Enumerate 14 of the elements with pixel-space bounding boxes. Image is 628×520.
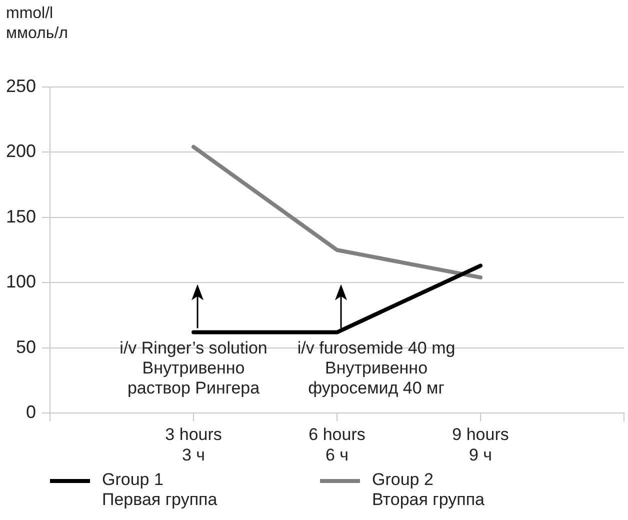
legend-label: Group 2 Вторая группа (372, 470, 484, 510)
x-tick-label: 9 hours 9 ч (452, 425, 509, 464)
y-axis-title: mmol/l ммоль/л (6, 4, 68, 44)
annotation: i/v Ringer’s solution Внутривенно раствор Рингера (120, 338, 268, 398)
y-tick-label: 250 (6, 76, 36, 96)
y-tick-label: 200 (6, 141, 36, 162)
y-tick-label: 0 (26, 402, 36, 422)
legend-label: Group 1 Первая группа (102, 470, 218, 510)
y-tick-label: 50 (16, 336, 36, 357)
annotation: i/v furosemide 40 mg Внутривенно фуросемид 40 мг (297, 338, 456, 398)
x-tick-label: 6 hours 6 ч (308, 425, 366, 464)
y-tick-label: 100 (6, 272, 36, 292)
x-tick-label: 3 hours 3 ч (165, 425, 222, 464)
y-tick-label: 150 (6, 206, 36, 226)
